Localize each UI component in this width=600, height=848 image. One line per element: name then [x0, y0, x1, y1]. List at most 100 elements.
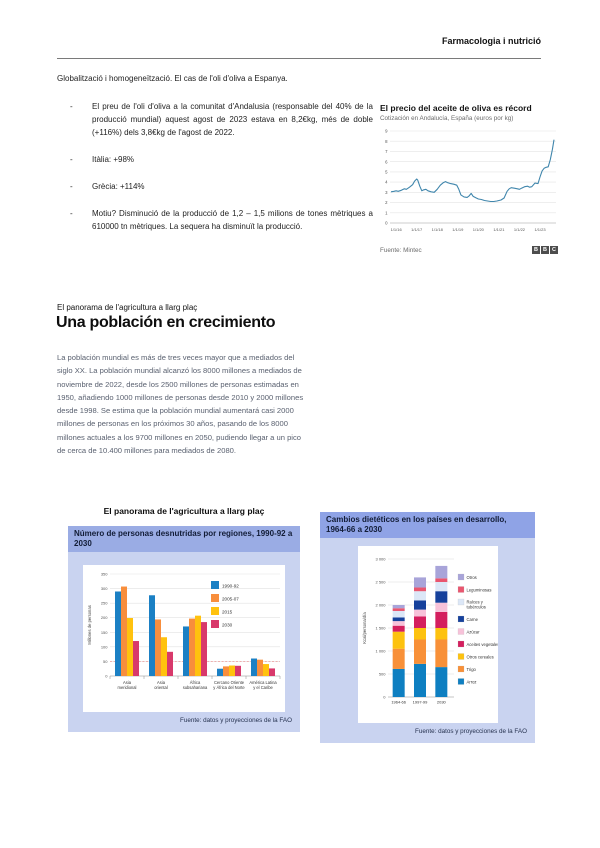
svg-text:Arroz: Arroz: [466, 680, 476, 685]
plot-area: 0 500 1 000 1 500 2 000 2 500 3 000 Kcal/person…: [357, 546, 499, 723]
svg-text:oriental: oriental: [154, 685, 168, 690]
axes: 0 1 2 3 4 5 6 7 8 9 1/1/16 1/1/17 1/1/18 1/1/19 1/1/20…: [385, 129, 556, 232]
svg-text:Leguminosas: Leguminosas: [466, 588, 491, 593]
legend-swatch: [457, 615, 464, 623]
svg-text:4: 4: [385, 180, 388, 185]
svg-text:tubérculos: tubérculos: [466, 605, 485, 610]
brand-letter: B: [541, 246, 549, 254]
svg-text:500: 500: [378, 672, 385, 677]
bar: [167, 651, 173, 676]
bar: [229, 665, 235, 676]
panel-title: Cambios dietéticos en los países en desa…: [320, 512, 535, 538]
intro-line: Globalització i homogeneïtzació. El cas …: [57, 74, 288, 83]
bar: [133, 641, 139, 676]
svg-text:0: 0: [385, 221, 388, 226]
chart-caption: El panorama de l'agricultura a llarg pla…: [103, 506, 265, 516]
bar: [183, 626, 189, 676]
diet-changes-chart-block: Cambios dietéticos en los países en desa…: [320, 512, 535, 743]
page-header-title: Farmacologia i nutrició: [441, 36, 541, 46]
stack-segment: [392, 610, 405, 618]
svg-text:Otros: Otros: [466, 575, 476, 580]
svg-text:y el Caribe: y el Caribe: [253, 685, 273, 690]
svg-text:Millones de personas: Millones de personas: [87, 605, 92, 645]
svg-text:Raíces y: Raíces y: [466, 600, 483, 605]
legend-swatch: [211, 594, 219, 602]
svg-text:1/1/20: 1/1/20: [473, 227, 485, 232]
legend-swatch: [211, 607, 219, 615]
svg-text:150: 150: [101, 630, 108, 635]
stack-segment: [413, 663, 426, 697]
svg-text:2 500: 2 500: [375, 580, 386, 585]
bar: [217, 668, 223, 676]
svg-text:9: 9: [385, 129, 388, 134]
svg-text:Azúcar: Azúcar: [466, 630, 480, 635]
svg-text:1 000: 1 000: [375, 649, 386, 654]
svg-text:300: 300: [101, 586, 108, 591]
svg-text:6: 6: [385, 159, 388, 164]
stack-segment: [434, 639, 447, 668]
svg-text:2030: 2030: [436, 700, 446, 705]
svg-text:0: 0: [105, 674, 108, 679]
svg-text:250: 250: [101, 601, 108, 606]
bar: [201, 622, 207, 676]
bar: [223, 666, 229, 676]
svg-text:1997-99: 1997-99: [412, 700, 427, 705]
svg-text:1 500: 1 500: [375, 626, 386, 631]
section-heading: Una población en crecimiento: [56, 314, 276, 331]
svg-text:Kcal/persona/día: Kcal/persona/día: [362, 612, 367, 644]
chart-title: El precio del aceite de oliva es récord: [380, 103, 532, 113]
bar: [235, 665, 241, 676]
svg-text:Trigo: Trigo: [466, 667, 476, 672]
svg-text:1/1/18: 1/1/18: [432, 227, 444, 232]
svg-text:África: África: [190, 680, 201, 685]
svg-text:Cercano Oriente: Cercano Oriente: [214, 680, 245, 685]
stack-segment: [413, 609, 426, 617]
legend-swatch: [457, 598, 464, 606]
header-divider: [57, 58, 541, 59]
bar: [149, 595, 155, 676]
bullet-list: El preu de l'oli d'oliva a la comunitat …: [57, 100, 373, 247]
stack-segment: [434, 628, 447, 640]
svg-text:7: 7: [385, 149, 388, 154]
stack-segment: [413, 587, 426, 592]
charts-row: El panorama de l'agricultura a llarg pla…: [0, 506, 600, 786]
stack-segment: [392, 648, 405, 669]
undernourished-chart-panel: Número de personas desnutridas por regio…: [68, 526, 300, 732]
stack-segment: [392, 605, 405, 609]
section-kicker: El panorama de l'agricultura a llarg pla…: [57, 303, 198, 312]
svg-text:350: 350: [101, 572, 108, 577]
svg-text:América Latina: América Latina: [249, 680, 277, 685]
svg-text:1: 1: [385, 210, 388, 215]
svg-text:1/1/22: 1/1/22: [514, 227, 526, 232]
legend-swatch: [457, 640, 464, 648]
chart-source: Fuente: datos y proyecciones de la FAO: [179, 717, 292, 724]
svg-text:100: 100: [101, 644, 108, 649]
svg-text:3 000: 3 000: [375, 557, 386, 562]
svg-text:1990-92: 1990-92: [222, 584, 239, 589]
chart-subtitle: Cotización en Andalucía, España (euros p…: [380, 115, 514, 122]
stack-segment: [434, 565, 447, 579]
legend-swatch: [211, 620, 219, 628]
svg-text:2005-07: 2005-07: [222, 597, 239, 602]
diet-changes-chart-panel: Cambios dietéticos en los países en desa…: [320, 512, 535, 743]
svg-text:50: 50: [103, 659, 108, 664]
bar: [251, 658, 257, 676]
bar: [195, 615, 201, 676]
legend-swatch: [457, 628, 464, 635]
stack-segment: [413, 600, 426, 610]
bar: [155, 619, 161, 676]
svg-text:2030: 2030: [222, 623, 233, 628]
svg-text:subsahariana: subsahariana: [183, 685, 208, 690]
svg-text:3: 3: [385, 190, 388, 195]
chart-source: Fuente: Mintec: [380, 246, 422, 254]
stack-segment: [413, 628, 426, 640]
line-chart-canvas: 0 1 2 3 4 5 6 7 8 9 1/1/16 1/1/17 1/1/18 1/1/19 1/1/20…: [385, 129, 556, 232]
svg-text:2 000: 2 000: [375, 603, 386, 608]
plot-area: 0 50 100 150 200 250 300 350 Millones de persona…: [83, 565, 285, 712]
stacked-bar-chart-canvas: 0 500 1 000 1 500 2 000 2 500 3 000 Kcal/person…: [362, 557, 499, 705]
svg-text:Aceites vegetales: Aceites vegetales: [466, 642, 498, 647]
stack-segment: [413, 616, 426, 628]
